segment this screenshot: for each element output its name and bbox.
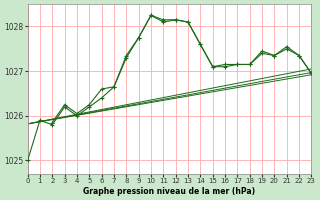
X-axis label: Graphe pression niveau de la mer (hPa): Graphe pression niveau de la mer (hPa): [84, 187, 256, 196]
